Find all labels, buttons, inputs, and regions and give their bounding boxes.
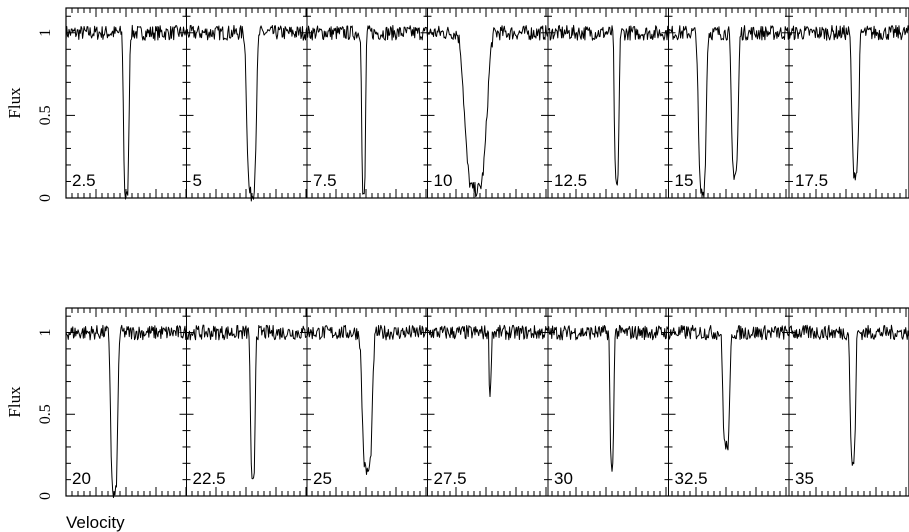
spectrum-line [427, 25, 549, 198]
panel-label: 20 [72, 469, 91, 488]
spectrum-line [186, 324, 308, 480]
spectrum-line [547, 24, 669, 186]
panel-label: 17.5 [795, 171, 828, 190]
spectrum-line [788, 24, 909, 181]
panel-label: 12.5 [554, 171, 587, 190]
spectrum-line [668, 25, 790, 198]
panel-label: 27.5 [434, 469, 467, 488]
panel-label: 15 [675, 171, 694, 190]
x-axis-label: Velocity [66, 513, 125, 532]
panel-label: 25 [313, 469, 332, 488]
spectrum-line [668, 324, 790, 451]
spectrum-line [186, 24, 308, 202]
panel-label: 22.5 [193, 469, 226, 488]
y-axis-label: Flux [5, 87, 24, 119]
panel-label: 10 [434, 171, 453, 190]
bottom-spectra-row: Flux 0 0.5 1 20 22.5 25 27.5 30 32.5 35 [5, 307, 909, 500]
y-tick-label: 0 [37, 492, 54, 500]
y-tick-label: 1 [37, 329, 54, 337]
y-tick-label: 1 [37, 29, 54, 37]
spectrum-line [547, 324, 669, 472]
panel-label: 32.5 [675, 469, 708, 488]
spectrum-line [306, 24, 428, 195]
spectrum-line [65, 24, 187, 200]
y-tick-label: 0.5 [37, 105, 54, 125]
panel-label: 2.5 [72, 171, 96, 190]
spectrum-line [65, 324, 187, 499]
spectrum-line [306, 324, 428, 475]
spectrum-line [788, 324, 909, 466]
panel-label: 35 [795, 469, 814, 488]
y-axis-label: Flux [5, 386, 24, 418]
plot-frame [65, 7, 909, 199]
plot-frame [65, 307, 909, 497]
y-tick-label: 0.5 [37, 404, 54, 424]
panel-label: 30 [554, 469, 573, 488]
panel-label: 7.5 [313, 171, 337, 190]
y-tick-label: 0 [37, 194, 54, 202]
panel-label: 5 [193, 171, 202, 190]
spectrum-line [427, 324, 549, 398]
